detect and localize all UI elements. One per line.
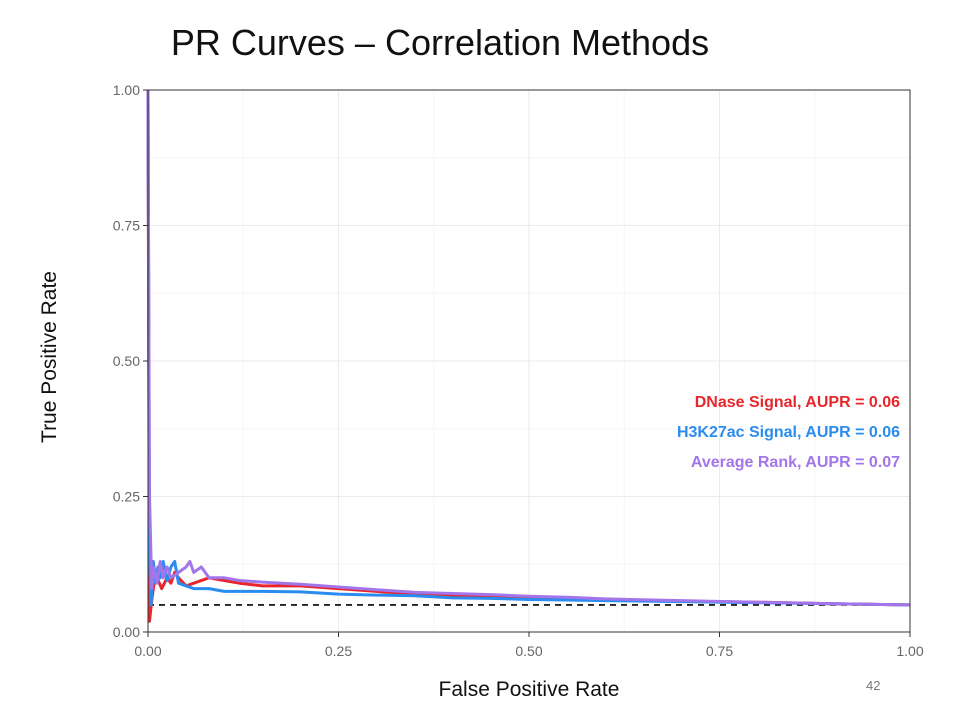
- legend-entry-2: H3K27ac Signal, AUPR = 0.06: [677, 424, 900, 441]
- series-layer: [146, 89, 911, 623]
- legend-entry-3: Average Rank, AUPR = 0.07: [691, 454, 900, 471]
- legend: DNase Signal, AUPR = 0.06 H3K27ac Signal,…: [677, 394, 900, 471]
- chart-title: PR Curves – Correlation Methods: [170, 22, 710, 63]
- axis-ticks: 0.00 0.25 0.50 0.75 1.00 0.00 0.25 0.50 0.75 1.00: [113, 82, 924, 659]
- y-tick-label: 0.00: [113, 624, 140, 640]
- page-number: 42: [866, 678, 881, 693]
- y-axis-label: True Positive Rate: [38, 271, 61, 443]
- x-tick-label: 0.50: [515, 643, 542, 659]
- y-tick-label: 0.75: [113, 218, 140, 234]
- x-tick-label: 0.00: [134, 643, 161, 659]
- x-tick-label: 0.75: [706, 643, 733, 659]
- series-line-3: [146, 89, 911, 607]
- x-tick-label: 1.00: [896, 643, 923, 659]
- y-tick-label: 1.00: [113, 82, 140, 98]
- x-tick-label: 0.25: [325, 643, 352, 659]
- y-tick-label: 0.25: [113, 489, 140, 505]
- legend-entry-1: DNase Signal, AUPR = 0.06: [695, 394, 900, 411]
- y-tick-label: 0.50: [113, 353, 140, 369]
- grid-lines: [147, 89, 911, 633]
- x-axis-label: False Positive Rate: [438, 678, 620, 701]
